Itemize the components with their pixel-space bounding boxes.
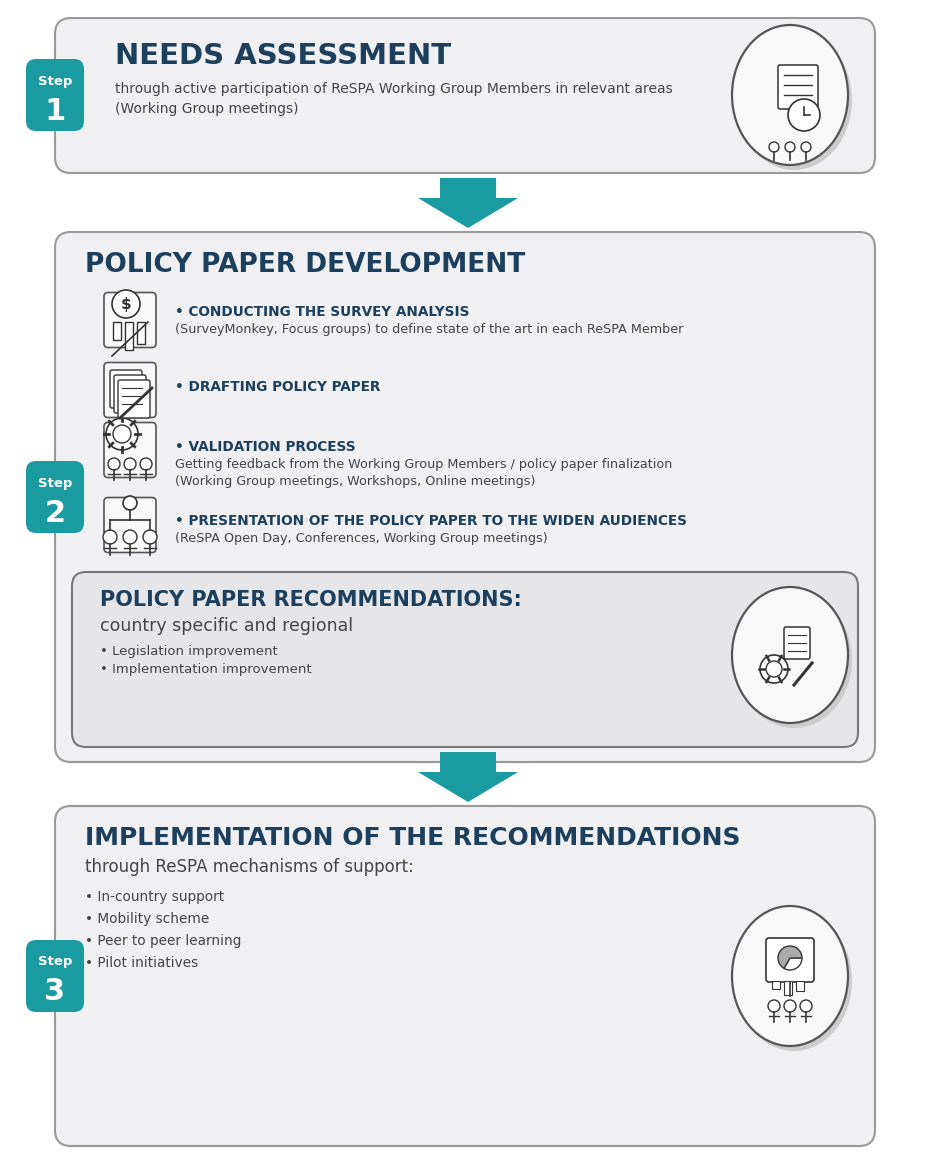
FancyBboxPatch shape (778, 66, 818, 109)
Text: (ReSPA Open Day, Conferences, Working Group meetings): (ReSPA Open Day, Conferences, Working Gr… (175, 532, 548, 545)
Circle shape (801, 142, 811, 152)
FancyBboxPatch shape (26, 940, 84, 1012)
Text: $: $ (121, 296, 131, 311)
Text: Step: Step (37, 477, 72, 489)
Circle shape (766, 660, 782, 677)
Text: • VALIDATION PROCESS: • VALIDATION PROCESS (175, 440, 356, 454)
Circle shape (124, 458, 136, 470)
FancyBboxPatch shape (114, 375, 146, 413)
FancyBboxPatch shape (784, 626, 810, 659)
FancyBboxPatch shape (26, 59, 84, 131)
Text: 2: 2 (44, 499, 66, 527)
Wedge shape (784, 958, 802, 970)
Circle shape (143, 530, 157, 545)
Text: through ReSPA mechanisms of support:: through ReSPA mechanisms of support: (85, 858, 414, 876)
Circle shape (123, 530, 137, 545)
Text: • Peer to peer learning: • Peer to peer learning (85, 934, 241, 949)
FancyBboxPatch shape (104, 423, 156, 478)
Text: country specific and regional: country specific and regional (100, 617, 353, 635)
Circle shape (768, 1000, 780, 1012)
Bar (784, 981, 792, 995)
Polygon shape (418, 198, 518, 228)
Text: • DRAFTING POLICY PAPER: • DRAFTING POLICY PAPER (175, 381, 380, 393)
Circle shape (769, 142, 779, 152)
Text: • PRESENTATION OF THE POLICY PAPER TO THE WIDEN AUDIENCES: • PRESENTATION OF THE POLICY PAPER TO TH… (175, 514, 687, 528)
Bar (113, 322, 121, 340)
Text: • CONDUCTING THE SURVEY ANALYSIS: • CONDUCTING THE SURVEY ANALYSIS (175, 304, 470, 319)
Bar (796, 981, 804, 991)
FancyBboxPatch shape (104, 498, 156, 553)
Ellipse shape (732, 906, 848, 1046)
Wedge shape (778, 946, 802, 968)
Circle shape (103, 530, 117, 545)
Ellipse shape (736, 911, 852, 1052)
FancyBboxPatch shape (104, 293, 156, 348)
FancyBboxPatch shape (110, 370, 142, 408)
Bar (125, 322, 133, 350)
Polygon shape (418, 772, 518, 802)
Polygon shape (440, 178, 496, 198)
Text: • Pilot initiatives: • Pilot initiatives (85, 956, 198, 970)
FancyBboxPatch shape (72, 571, 858, 747)
Circle shape (108, 458, 120, 470)
Circle shape (760, 655, 788, 683)
Text: Step: Step (37, 956, 72, 968)
Ellipse shape (732, 25, 848, 165)
Circle shape (123, 497, 137, 511)
Text: (SurveyMonkey, Focus groups) to define state of the art in each ReSPA Member: (SurveyMonkey, Focus groups) to define s… (175, 323, 683, 336)
FancyBboxPatch shape (55, 232, 875, 762)
Text: Getting feedback from the Working Group Members / policy paper finalization
(Wor: Getting feedback from the Working Group … (175, 458, 672, 488)
Ellipse shape (732, 587, 848, 723)
Text: IMPLEMENTATION OF THE RECOMMENDATIONS: IMPLEMENTATION OF THE RECOMMENDATIONS (85, 826, 740, 850)
Text: 1: 1 (44, 96, 66, 125)
Circle shape (140, 458, 152, 470)
Text: • Mobility scheme: • Mobility scheme (85, 912, 210, 926)
Text: 3: 3 (44, 978, 66, 1007)
Bar (772, 981, 780, 989)
FancyBboxPatch shape (104, 363, 156, 418)
Text: POLICY PAPER RECOMMENDATIONS:: POLICY PAPER RECOMMENDATIONS: (100, 590, 522, 610)
FancyBboxPatch shape (26, 461, 84, 533)
FancyBboxPatch shape (766, 938, 814, 982)
Text: Step: Step (37, 75, 72, 88)
Circle shape (112, 290, 140, 319)
Polygon shape (440, 752, 496, 772)
Circle shape (106, 418, 138, 450)
Ellipse shape (736, 30, 852, 170)
Text: • Implementation improvement: • Implementation improvement (100, 663, 312, 676)
Text: • In-country support: • In-country support (85, 890, 224, 904)
Circle shape (784, 1000, 796, 1012)
Circle shape (800, 1000, 812, 1012)
Text: POLICY PAPER DEVELOPMENT: POLICY PAPER DEVELOPMENT (85, 252, 525, 278)
FancyBboxPatch shape (55, 806, 875, 1146)
Bar (137, 322, 145, 344)
Circle shape (785, 142, 795, 152)
FancyBboxPatch shape (118, 381, 150, 418)
FancyBboxPatch shape (55, 18, 875, 173)
Circle shape (113, 425, 131, 443)
Text: through active participation of ReSPA Working Group Members in relevant areas
(W: through active participation of ReSPA Wo… (115, 82, 673, 116)
Text: NEEDS ASSESSMENT: NEEDS ASSESSMENT (115, 42, 451, 70)
Ellipse shape (736, 593, 852, 728)
Text: • Legislation improvement: • Legislation improvement (100, 645, 278, 658)
Circle shape (788, 100, 820, 131)
